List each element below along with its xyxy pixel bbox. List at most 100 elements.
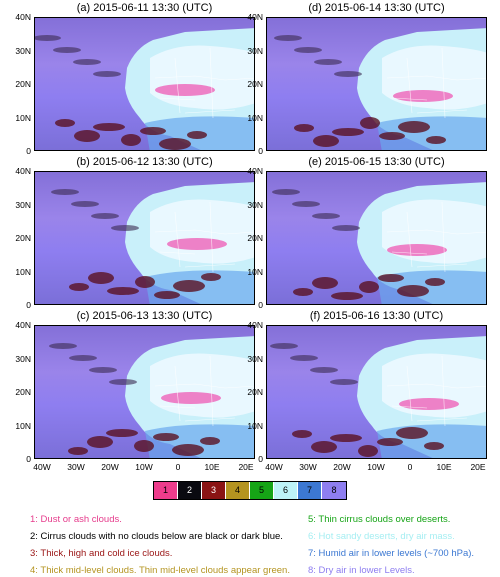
legend-item-4: 4: Thick mid-level clouds. Thin mid-leve…: [30, 565, 290, 576]
lat-tick-label: 20N: [247, 79, 263, 89]
colorbar-box-5: 5: [250, 482, 274, 499]
thick-cloud: [134, 440, 154, 452]
lon-tick-label: 40W: [265, 462, 283, 472]
lat-tick-label: 0: [258, 300, 263, 310]
country-borders: [154, 47, 254, 119]
cirrus-cloud: [71, 201, 99, 207]
satellite-image: [266, 171, 487, 305]
cirrus-cloud: [330, 379, 358, 385]
rgb-composite: [51, 182, 254, 304]
satellite-image: [34, 171, 255, 305]
lat-tick-label: 0: [26, 146, 31, 156]
lon-tick-label: 10E: [436, 462, 452, 472]
thick-cloud: [88, 272, 114, 284]
thick-cloud: [331, 292, 363, 300]
cirrus-cloud: [111, 225, 139, 231]
lat-tick-label: 0: [26, 300, 31, 310]
satellite-image: [34, 17, 255, 151]
thick-cloud: [379, 132, 405, 140]
colorbar-box-3: 3: [202, 482, 226, 499]
cirrus-cloud: [334, 71, 362, 77]
thick-cloud: [106, 429, 138, 437]
thick-cloud: [425, 278, 445, 286]
cirrus-cloud: [69, 355, 97, 361]
panel-title: (f) 2015-06-16 13:30 (UTC): [309, 310, 444, 322]
cirrus-cloud: [312, 213, 340, 219]
lat-tick-label: 10N: [15, 420, 31, 431]
thick-cloud: [293, 288, 313, 296]
panel-title: (e) 2015-06-15 13:30 (UTC): [308, 156, 445, 168]
lat-tick-label: 30N: [15, 199, 31, 210]
panel-title: (b) 2015-06-12 13:30 (UTC): [76, 156, 213, 168]
colorbar-box-7: 7: [298, 482, 322, 499]
panel-title: (a) 2015-06-11 13:30 (UTC): [76, 2, 213, 14]
thick-cloud: [377, 438, 403, 446]
dust-cloud: [387, 244, 447, 256]
lat-tick-label: 10N: [247, 112, 263, 123]
lat-tick-label: 40N: [247, 12, 263, 22]
cirrus-cloud: [91, 213, 119, 219]
thick-cloud: [154, 291, 180, 299]
legend-item-2: 2: Cirrus clouds with no clouds below ar…: [30, 531, 283, 542]
panel-title: (c) 2015-06-13 13:30 (UTC): [76, 310, 213, 322]
cirrus-cloud: [270, 343, 298, 349]
thick-cloud: [378, 274, 404, 282]
lat-tick-label: 10N: [247, 266, 263, 277]
cirrus-cloud: [274, 35, 302, 41]
thick-cloud: [359, 281, 379, 293]
rgb-composite: [270, 336, 486, 458]
lon-tick-label: 40W: [33, 462, 51, 472]
dust-cloud: [161, 392, 221, 404]
cirrus-cloud: [49, 343, 77, 349]
cirrus-cloud: [292, 201, 320, 207]
lat-tick-label: 40N: [15, 12, 31, 22]
cirrus-cloud: [310, 367, 338, 373]
lon-tick-label: 10W: [367, 462, 385, 472]
country-borders: [154, 355, 254, 427]
cirrus-cloud: [53, 47, 81, 53]
thick-cloud: [135, 276, 155, 288]
thick-cloud: [200, 437, 220, 445]
legend-item-5: 5: Thin cirrus clouds over deserts.: [308, 514, 451, 525]
cirrus-cloud: [89, 367, 117, 373]
thick-cloud: [424, 442, 444, 450]
lat-tick-label: 40N: [15, 320, 31, 330]
lon-tick-label: 20W: [333, 462, 351, 472]
thick-cloud: [311, 441, 337, 453]
cirrus-cloud: [290, 355, 318, 361]
lat-tick-label: 20N: [15, 233, 31, 243]
satellite-image: [266, 17, 487, 151]
thick-cloud: [107, 287, 139, 295]
lat-tick-label: 10N: [15, 112, 31, 123]
thick-cloud: [55, 119, 75, 127]
lat-tick-label: 30N: [247, 45, 263, 56]
lat-tick-label: 20N: [247, 387, 263, 397]
thick-cloud: [187, 131, 207, 139]
legend-item-3: 3: Thick, high and cold ice clouds.: [30, 548, 173, 559]
colorbar-box-2: 2: [178, 482, 202, 499]
thick-cloud: [398, 121, 430, 133]
thick-cloud: [87, 436, 113, 448]
dust-cloud: [399, 398, 459, 410]
rgb-composite: [49, 336, 254, 458]
lat-tick-label: 30N: [247, 353, 263, 364]
lat-tick-label: 40N: [15, 166, 31, 176]
colorbar-box-4: 4: [226, 482, 250, 499]
legend-item-6: 6: Hot sandy deserts, dry air mass.: [308, 531, 455, 542]
lat-tick-label: 0: [258, 454, 263, 464]
thick-cloud: [159, 138, 191, 150]
colorbar-box-1: 1: [154, 482, 178, 499]
legend-item-7: 7: Humid air in lower levels (~700 hPa).: [308, 548, 475, 559]
thick-cloud: [332, 128, 364, 136]
thick-cloud: [121, 134, 141, 146]
lon-tick-label: 30W: [299, 462, 317, 472]
cirrus-cloud: [314, 59, 342, 65]
thick-cloud: [140, 127, 166, 135]
lat-tick-label: 40N: [247, 320, 263, 330]
lon-tick-label: 10W: [135, 462, 153, 472]
dust-cloud: [167, 238, 227, 250]
thick-cloud: [330, 434, 362, 442]
thick-cloud: [358, 445, 378, 457]
thick-cloud: [173, 280, 205, 292]
